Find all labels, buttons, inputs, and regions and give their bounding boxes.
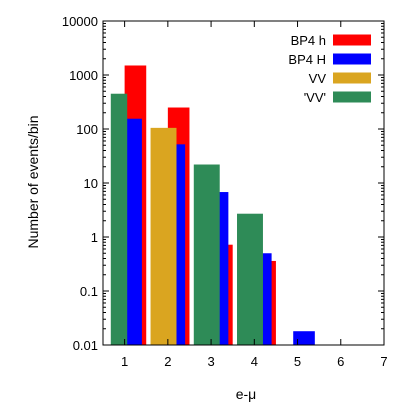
x-tick-label: 7 [380,354,387,369]
axis-layer: 0.01 0.1 1 10 100 1000 10000 1 2 3 4 5 6 7 [62,14,388,369]
legend-label: 'VV' [304,90,326,105]
y-tick-label: 10000 [62,14,98,29]
legend-label: BP4 h [291,33,326,48]
y-tick-label: 10 [84,176,98,191]
x-tick-label: 6 [337,354,344,369]
legend-swatch [333,34,371,46]
bar-series-2-0 [150,127,177,346]
bar-series-3-0 [110,93,128,345]
legend-swatch [333,53,371,65]
bars-layer [110,65,315,346]
series-2 [150,127,177,346]
legend-swatch [333,72,371,84]
y-tick-label: 1 [91,230,98,245]
y-tick-label: 0.1 [80,284,98,299]
x-tick-label: 4 [251,354,258,369]
x-axis-label: e-μ [236,386,257,402]
x-tick-label: 2 [164,354,171,369]
x-tick-label: 1 [121,354,128,369]
bar-series-3-2 [237,213,263,345]
bar-series-1-0 [124,118,142,345]
legend-label: BP4 H [288,52,326,67]
y-tick-label: 100 [76,122,98,137]
series-3 [110,93,263,345]
legend: BP4 h BP4 H VV 'VV' [288,33,371,105]
legend-swatch [333,91,371,103]
legend-label: VV [309,71,327,86]
bar-series-3-1 [193,164,220,345]
bar-series-1-4 [293,331,315,345]
y-axis-label: Number of events/bin [25,115,41,248]
x-tick-label: 3 [207,354,214,369]
y-tick-label: 0.01 [73,338,98,353]
x-tick-label: 5 [294,354,301,369]
y-tick-label: 1000 [69,68,98,83]
